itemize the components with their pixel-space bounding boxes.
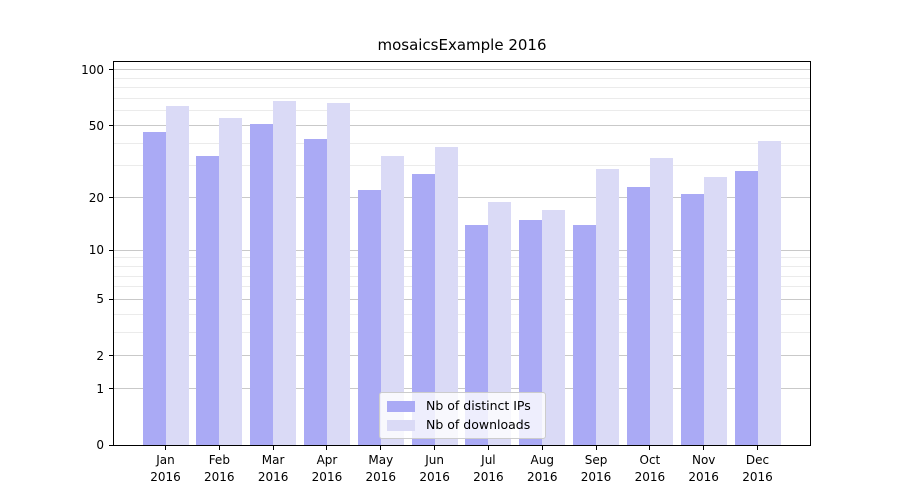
x-tick bbox=[326, 446, 328, 450]
bar-downloads bbox=[542, 210, 566, 445]
bar-downloads bbox=[165, 105, 189, 445]
bar-downloads bbox=[649, 158, 673, 445]
y-tick bbox=[109, 444, 113, 446]
x-tick-label: Aug 2016 bbox=[526, 453, 558, 484]
gridline-minor bbox=[114, 265, 810, 267]
x-tick-label: Nov 2016 bbox=[688, 453, 719, 484]
gridline-minor bbox=[114, 142, 810, 144]
gridline-major bbox=[114, 388, 810, 390]
x-tick-label: Oct 2016 bbox=[634, 453, 666, 484]
bar-downloads bbox=[703, 177, 727, 445]
bar-downloads bbox=[326, 103, 350, 445]
y-tick-label: 0 bbox=[96, 438, 104, 452]
x-tick-label: Jan 2016 bbox=[150, 453, 181, 484]
bar-downloads bbox=[380, 156, 404, 445]
bar-distinct-ips bbox=[573, 224, 597, 445]
legend-label-distinct-ips: Nb of distinct IPs bbox=[426, 398, 531, 413]
bar-distinct-ips bbox=[411, 174, 435, 445]
plot-area bbox=[113, 61, 811, 446]
x-tick bbox=[595, 446, 597, 450]
x-tick-label: May 2016 bbox=[365, 453, 397, 484]
bar-downloads bbox=[488, 201, 512, 445]
y-tick-label: 50 bbox=[88, 118, 104, 133]
x-tick-label: Jul 2016 bbox=[473, 453, 504, 484]
bar-downloads bbox=[273, 100, 297, 445]
x-tick bbox=[703, 446, 705, 450]
gridline-major bbox=[114, 197, 810, 199]
y-tick-label: 2 bbox=[96, 348, 104, 363]
x-tick bbox=[757, 446, 759, 450]
bar-distinct-ips bbox=[357, 190, 381, 445]
gridline-minor bbox=[114, 165, 810, 167]
gridline-minor bbox=[114, 313, 810, 315]
legend-label-downloads: Nb of downloads bbox=[426, 417, 531, 432]
x-tick-label: Apr 2016 bbox=[311, 453, 343, 484]
gridline-minor bbox=[114, 331, 810, 333]
y-tick bbox=[109, 298, 113, 300]
gridline-minor bbox=[114, 257, 810, 259]
legend: Nb of distinct IPs Nb of downloads bbox=[379, 392, 546, 439]
y-tick-label: 5 bbox=[96, 292, 104, 307]
gridline-minor bbox=[114, 98, 810, 100]
y-tick-label: 10 bbox=[88, 243, 104, 258]
x-tick bbox=[541, 446, 543, 450]
y-tick bbox=[109, 69, 113, 71]
bar-distinct-ips bbox=[626, 186, 650, 445]
y-tick bbox=[109, 388, 113, 390]
bar-distinct-ips bbox=[680, 193, 704, 445]
legend-item-distinct-ips: Nb of distinct IPs bbox=[387, 399, 537, 413]
x-tick bbox=[487, 446, 489, 450]
bar-distinct-ips bbox=[734, 171, 758, 445]
y-tick bbox=[109, 355, 113, 357]
x-tick bbox=[218, 446, 220, 450]
bars-layer bbox=[114, 62, 810, 445]
chart-title: mosaicsExample 2016 bbox=[377, 36, 547, 54]
gridline-major bbox=[114, 69, 810, 71]
bar-distinct-ips bbox=[142, 132, 166, 445]
bar-downloads bbox=[596, 168, 620, 445]
x-tick-label: Mar 2016 bbox=[257, 453, 289, 484]
x-tick bbox=[434, 446, 436, 450]
legend-swatch-distinct-ips bbox=[387, 400, 415, 412]
x-tick bbox=[165, 446, 166, 450]
gridline-major bbox=[114, 298, 810, 300]
x-tick bbox=[380, 446, 382, 450]
gridline-minor bbox=[114, 275, 810, 277]
bar-distinct-ips bbox=[303, 139, 327, 445]
x-tick-label: Sep 2016 bbox=[580, 453, 612, 484]
gridlines-layer bbox=[114, 62, 810, 445]
gridline-major bbox=[114, 249, 810, 251]
gridline-major bbox=[114, 355, 810, 357]
y-tick-label: 20 bbox=[88, 190, 104, 205]
x-tick bbox=[272, 446, 274, 450]
bar-distinct-ips bbox=[519, 219, 543, 445]
bar-downloads bbox=[434, 147, 458, 445]
legend-swatch-downloads bbox=[387, 419, 415, 431]
x-tick-label: Feb 2016 bbox=[204, 453, 235, 484]
bar-downloads bbox=[219, 117, 243, 445]
y-tick-label: 100 bbox=[81, 62, 104, 77]
gridline-minor bbox=[114, 110, 810, 112]
gridline-minor bbox=[114, 77, 810, 79]
bar-distinct-ips bbox=[465, 224, 489, 445]
y-tick bbox=[109, 197, 113, 199]
gridline-minor bbox=[114, 286, 810, 288]
gridline-minor bbox=[114, 87, 810, 89]
x-tick-label: Dec 2016 bbox=[742, 453, 773, 484]
bar-downloads bbox=[757, 141, 781, 445]
y-tick bbox=[109, 125, 113, 126]
y-tick-label: 1 bbox=[96, 381, 104, 396]
y-tick bbox=[109, 249, 113, 251]
bar-distinct-ips bbox=[196, 156, 220, 445]
legend-item-downloads: Nb of downloads bbox=[387, 418, 537, 432]
x-tick bbox=[649, 446, 651, 450]
x-tick-label: Jun 2016 bbox=[419, 453, 450, 484]
gridline-major bbox=[114, 125, 810, 126]
bar-distinct-ips bbox=[250, 123, 274, 445]
